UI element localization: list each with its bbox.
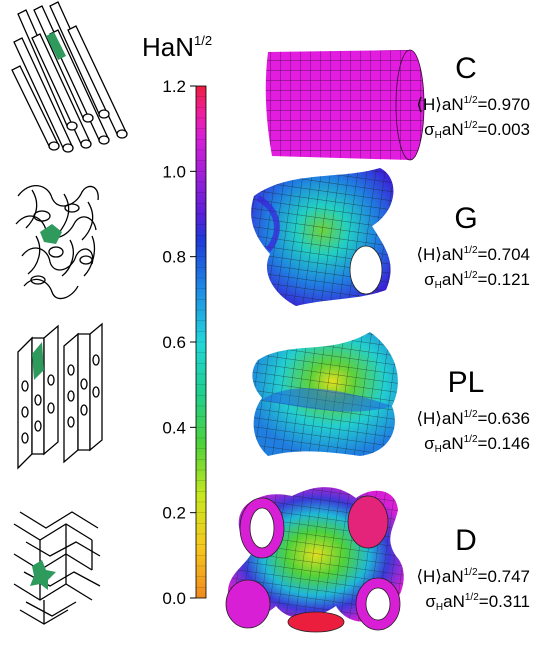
mean-curvature-value: ⟨H⟩aN1/2=0.636 [416, 409, 530, 428]
phase-name: G [454, 202, 477, 235]
gyroid-surface [251, 168, 394, 306]
cylinder-surface [265, 49, 425, 161]
phase-name: PL [448, 366, 485, 399]
cylinder-phase-schematic [11, 1, 128, 153]
colorbar: HaN1/2 1.2 1.0 0.8 0.6 0.4 0.2 0.0 [142, 32, 212, 608]
phase-labels: C ⟨H⟩aN1/2=0.970 σHaN1/2=0.003 G ⟨H⟩aN1/2=0.… [416, 52, 530, 613]
phase-label-pl: PL ⟨H⟩aN1/2=0.636 σHaN1/2=0.146 [416, 366, 530, 455]
mean-curvature-value: ⟨H⟩aN1/2=0.704 [416, 245, 530, 264]
colorbar-tick-label: 0.8 [162, 248, 186, 267]
curvature-std-value: σHaN1/2=0.121 [424, 270, 530, 291]
phase-label-g: G ⟨H⟩aN1/2=0.704 σHaN1/2=0.121 [416, 202, 530, 291]
mean-curvature-value: ⟨H⟩aN1/2=0.970 [416, 95, 530, 114]
colorbar-tick-label: 0.6 [162, 333, 186, 352]
phase-name: D [455, 524, 477, 557]
colorbar-tick-label: 1.0 [162, 162, 186, 181]
phase-label-d: D ⟨H⟩aN1/2=0.747 σHaN1/2=0.311 [416, 524, 530, 613]
curvature-std-value: σHaN1/2=0.146 [424, 434, 530, 455]
phase-label-c: C ⟨H⟩aN1/2=0.970 σHaN1/2=0.003 [416, 52, 530, 141]
gyroid-phase-schematic [15, 185, 99, 300]
colorbar-tick-label: 1.2 [162, 77, 186, 96]
colorbar-tick-label: 0.0 [162, 589, 186, 608]
colorbar-band-lines [196, 96, 206, 588]
curvature-std-value: σHaN1/2=0.311 [425, 592, 530, 613]
colorbar-tick-label: 0.2 [162, 504, 186, 523]
phase-name: C [455, 52, 477, 85]
colorbar-tick-label: 0.4 [162, 418, 186, 437]
double-diamond-surface [225, 487, 404, 633]
colorbar-title: HaN1/2 [142, 32, 212, 62]
perforated-lamellae-surface [252, 332, 398, 456]
curvature-std-value: σHaN1/2=0.003 [424, 120, 530, 141]
perforated-lamellae-schematic [17, 322, 103, 470]
mean-curvature-value: ⟨H⟩aN1/2=0.747 [416, 567, 530, 586]
double-diamond-schematic [13, 511, 101, 625]
colorbar-ticks: 1.2 1.0 0.8 0.6 0.4 0.2 0.0 [162, 77, 196, 608]
